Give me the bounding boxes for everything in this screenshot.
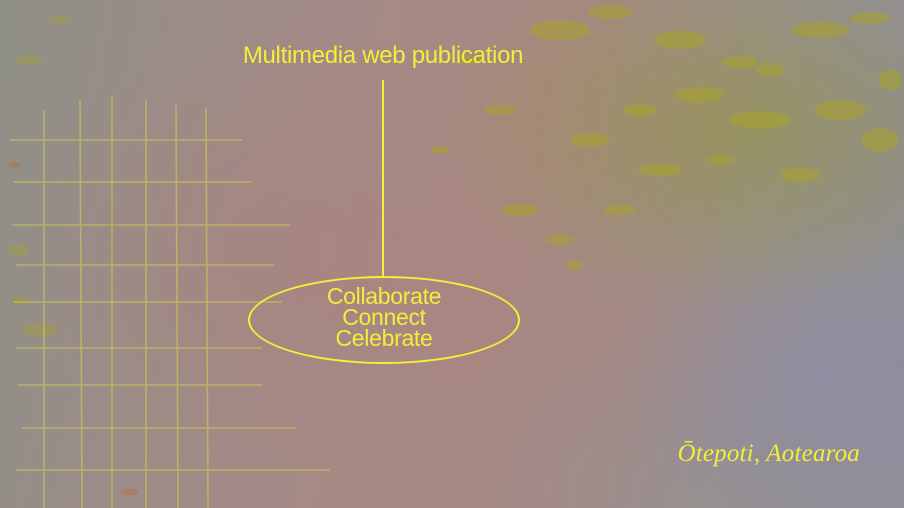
tagline-collaborate: Collaborate xyxy=(326,283,442,309)
location-text: Ōtepoti, Aotearoa xyxy=(677,440,860,467)
tagline: Collaborate Connect Celebrate xyxy=(248,283,520,351)
tagline-oval xyxy=(248,276,520,364)
connector-line xyxy=(382,80,384,278)
tagline-connect: Connect xyxy=(342,304,426,330)
tagline-celebrate: Celebrate xyxy=(335,325,433,351)
headline: Multimedia web publication xyxy=(242,42,524,69)
